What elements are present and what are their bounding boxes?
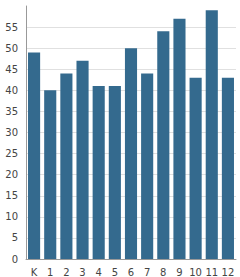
svg-text:30: 30 [5,127,18,138]
svg-text:3: 3 [79,267,85,277]
svg-text:1: 1 [47,267,53,277]
svg-text:5: 5 [112,267,118,277]
svg-text:40: 40 [5,85,18,96]
svg-text:11: 11 [205,267,218,277]
svg-text:35: 35 [5,106,18,117]
svg-text:K: K [31,267,38,277]
svg-text:4: 4 [96,267,102,277]
svg-text:7: 7 [144,267,150,277]
svg-text:10: 10 [189,267,202,277]
svg-text:6: 6 [128,267,134,277]
svg-text:10: 10 [5,211,18,222]
svg-text:55: 55 [5,22,18,33]
svg-text:20: 20 [5,169,18,180]
svg-text:50: 50 [5,43,18,54]
svg-text:8: 8 [160,267,166,277]
svg-text:15: 15 [5,190,18,201]
svg-text:45: 45 [5,64,18,75]
svg-text:0: 0 [12,254,18,265]
svg-text:9: 9 [176,267,182,277]
svg-text:5: 5 [12,232,18,243]
svg-text:12: 12 [222,267,235,277]
svg-text:25: 25 [5,148,18,159]
svg-text:2: 2 [63,267,69,277]
